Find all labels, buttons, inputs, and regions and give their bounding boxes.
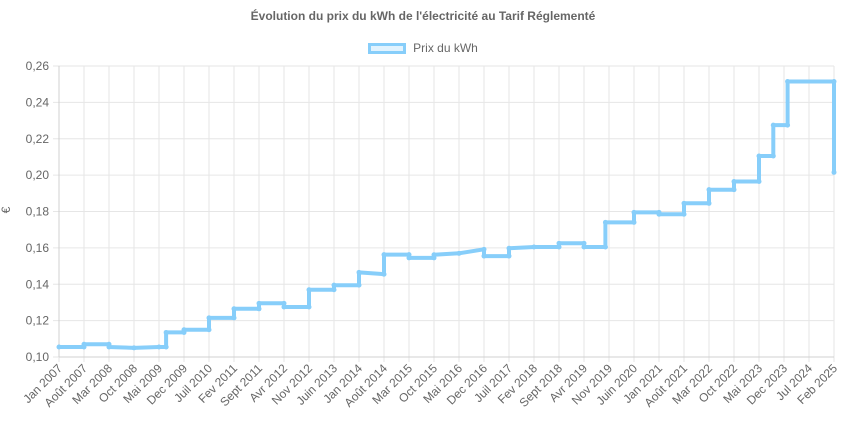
data-point — [163, 329, 169, 335]
y-tick-label: 0,14 — [26, 277, 50, 291]
data-point — [681, 211, 687, 217]
legend[interactable]: Prix du kWh — [0, 41, 846, 55]
data-point — [181, 327, 187, 333]
y-tick-label: 0,16 — [26, 241, 50, 255]
data-point — [331, 282, 337, 288]
data-point — [506, 253, 512, 259]
chart-title: Évolution du prix du kWh de l'électricit… — [250, 9, 596, 23]
y-tick-label: 0,10 — [26, 350, 50, 364]
legend-label: Prix du kWh — [413, 41, 478, 55]
data-point — [756, 153, 762, 159]
data-point — [831, 169, 837, 175]
legend-swatch — [368, 42, 407, 54]
data-point — [163, 344, 169, 350]
data-point — [770, 122, 776, 128]
data-point — [481, 253, 487, 259]
data-point — [602, 244, 608, 250]
data-point — [631, 209, 637, 215]
data-point — [356, 282, 362, 288]
data-point — [706, 187, 712, 193]
data-point — [356, 269, 362, 275]
data-point — [785, 78, 791, 84]
data-point — [756, 178, 762, 184]
data-point — [131, 345, 137, 351]
data-point — [381, 252, 387, 258]
data-point — [731, 187, 737, 193]
data-point — [431, 252, 437, 258]
data-point — [331, 287, 337, 293]
data-point — [506, 245, 512, 251]
data-point — [770, 153, 776, 159]
data-point — [106, 344, 112, 350]
y-tick-label: 0,12 — [26, 314, 50, 328]
data-point — [231, 306, 237, 312]
data-point — [206, 327, 212, 333]
data-point — [381, 271, 387, 277]
data-point — [706, 200, 712, 206]
data-point — [306, 287, 312, 293]
data-point — [256, 306, 262, 312]
y-tick-label: 0,24 — [26, 95, 50, 109]
data-point — [731, 178, 737, 184]
data-point — [206, 315, 212, 321]
data-point — [481, 246, 487, 252]
data-point — [281, 300, 287, 306]
data-point — [56, 344, 62, 350]
data-point — [406, 255, 412, 261]
data-point — [785, 122, 791, 128]
data-point — [231, 315, 237, 321]
y-tick-label: 0,26 — [26, 59, 50, 73]
y-tick-label: 0,18 — [26, 205, 50, 219]
data-point — [656, 211, 662, 217]
data-point — [556, 244, 562, 250]
y-tick-label: 0,22 — [26, 132, 50, 146]
data-point — [556, 240, 562, 246]
data-point — [156, 344, 162, 350]
data-point — [81, 341, 87, 347]
data-point — [531, 244, 537, 250]
data-point — [631, 219, 637, 225]
data-point — [831, 78, 837, 84]
data-point — [256, 300, 262, 306]
data-point — [602, 219, 608, 225]
data-point — [306, 304, 312, 310]
data-point — [581, 244, 587, 250]
y-tick-label: 0,20 — [26, 168, 50, 182]
series-line — [57, 79, 836, 350]
data-point — [681, 200, 687, 206]
data-point — [456, 250, 462, 256]
data-point — [281, 304, 287, 310]
data-point — [581, 240, 587, 246]
